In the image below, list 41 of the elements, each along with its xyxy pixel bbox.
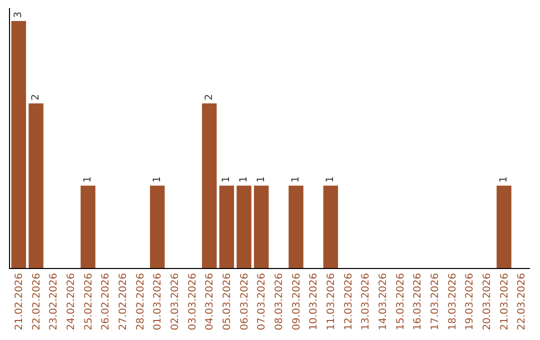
x-tick-label: 27.02.2026	[118, 273, 129, 330]
data-label: 1	[221, 176, 232, 183]
x-tick-label: 09.03.2026	[291, 273, 302, 330]
x-tick-label: 02.03.2026	[170, 273, 181, 330]
x-tick-label: 15.03.2026	[395, 273, 406, 330]
data-label: 2	[30, 94, 42, 100]
x-tick-label: 21.03.2026	[499, 273, 510, 330]
x-tick-label: 06.03.2026	[239, 273, 250, 330]
data-label: 3	[13, 12, 24, 18]
x-tick-label: 03.03.2026	[187, 273, 198, 330]
x-tick-label: 26.02.2026	[100, 273, 112, 330]
x-tick-label: 11.03.2026	[326, 273, 337, 330]
x-tick-label: 21.02.2026	[14, 273, 25, 330]
data-label: 1	[82, 176, 94, 183]
x-tick-label: 22.02.2026	[31, 273, 42, 330]
data-label: 1	[498, 176, 510, 183]
x-tick-label: 20.03.2026	[482, 273, 493, 330]
x-tick-label: 07.03.2026	[256, 273, 268, 330]
x-tick-label: 19.03.2026	[464, 273, 476, 330]
x-tick-label: 24.02.2026	[66, 273, 77, 330]
data-label: 1	[238, 176, 250, 183]
x-tick-label: 10.03.2026	[308, 273, 320, 330]
x-tick-label: 14.03.2026	[378, 273, 389, 330]
x-tick-label: 08.03.2026	[274, 273, 285, 330]
x-tick-label: 01.03.2026	[152, 273, 164, 330]
x-tick-label: 17.03.2026	[430, 273, 441, 330]
x-tick-label: 25.02.2026	[83, 273, 94, 330]
data-label: 2	[204, 94, 215, 100]
x-tick-label: 13.03.2026	[360, 273, 372, 330]
data-label: 1	[325, 176, 336, 183]
x-tick-label: 23.02.2026	[48, 273, 60, 330]
x-tick-label: 04.03.2026	[204, 273, 216, 330]
x-tick-label: 22.03.2026	[516, 273, 528, 330]
x-tick-label: 05.03.2026	[222, 273, 233, 330]
data-label: 1	[256, 176, 267, 183]
data-label: 1	[290, 176, 302, 183]
x-tick-label: 16.03.2026	[412, 273, 424, 330]
data-label: 1	[152, 176, 163, 183]
x-tick-label: 28.02.2026	[135, 273, 146, 330]
x-tick-label: 18.03.2026	[447, 273, 458, 330]
x-tick-label: 12.03.2026	[343, 273, 354, 330]
